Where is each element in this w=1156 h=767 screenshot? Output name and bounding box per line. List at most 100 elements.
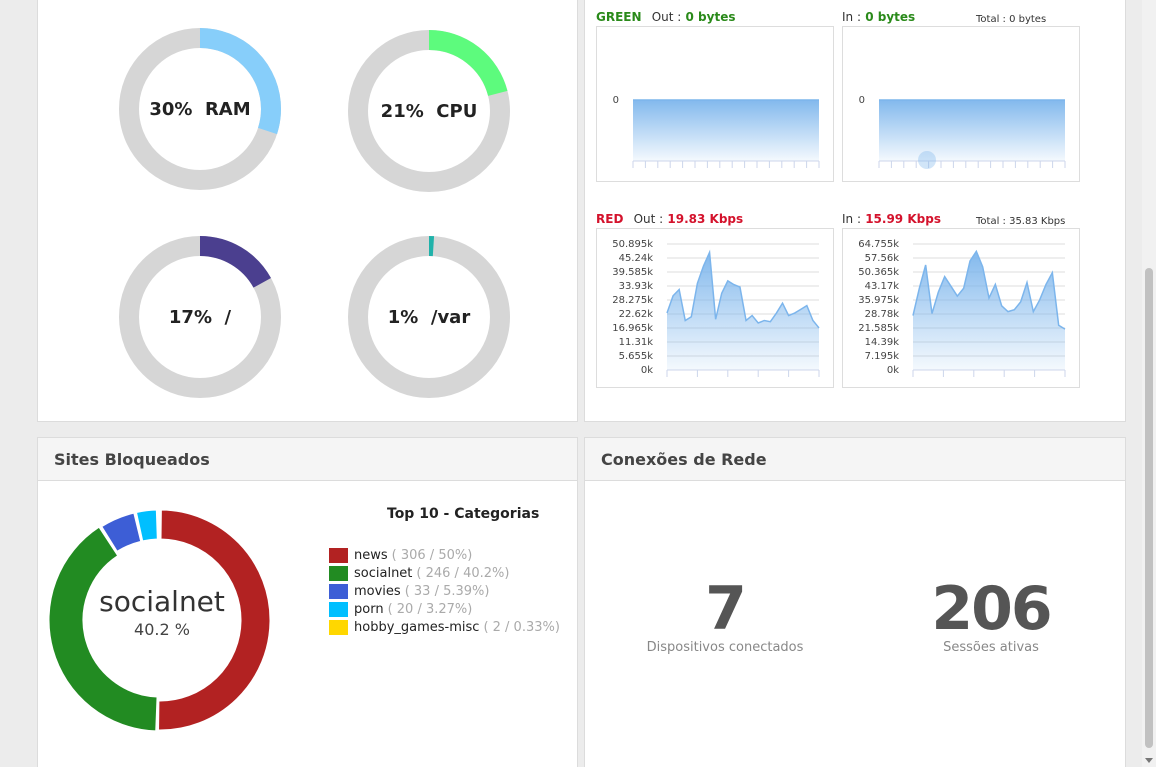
green-out-title: GREEN Out : 0 bytes [596,10,736,24]
scroll-down-arrow-icon[interactable] [1145,758,1153,763]
green-out-plot: 0 [613,95,820,168]
legend-label: porn [354,601,384,617]
blocked-categories-donut[interactable] [40,500,280,740]
donut-slice-news[interactable] [158,509,271,731]
red-in-value: 15.99 Kbps [865,212,941,226]
var-gauge-fill [348,236,510,398]
y-tick-label: 33.93k [619,281,654,292]
y-tick-label: 21.585k [858,323,899,334]
legend-item-socialnet[interactable]: socialnet( 246 / 40.2%) [329,564,560,582]
red-total: Total : 35.83 Kbps [976,216,1066,227]
donut-center-label: socialnet [99,585,225,618]
donut-slice-socialnet[interactable] [48,526,158,732]
donut-slice-movies[interactable] [101,512,142,552]
green-interface-name: GREEN [596,10,642,24]
y-tick-label: 16.965k [612,323,653,334]
red-out-label: Out : [633,212,664,226]
active-sessions-stat: 206 Sessões ativas [891,578,1091,655]
ram-gauge: 30% RAM [118,27,282,191]
ram-gauge-ring [119,28,281,190]
categories-legend: news( 306 / 50%) socialnet( 246 / 40.2%) m… [329,546,560,636]
series-line [912,249,1066,330]
series-area [879,100,1065,161]
y-tick-label: 39.585k [612,267,653,278]
legend-item-hobby_games-misc[interactable]: hobby_games-misc( 2 / 0.33%) [329,618,560,636]
legend-swatch [329,583,348,599]
red-in-title: In : 15.99 Kbps [842,212,941,226]
legend-item-porn[interactable]: porn( 20 / 3.27%) [329,600,560,618]
legend-detail: ( 306 / 50%) [391,547,473,563]
y-tick-label: 57.56k [865,253,900,264]
green-in-chart: 0 [842,26,1080,182]
y-tick-label: 0k [641,365,653,376]
system-usage-panel: 30% RAM 21% CPU 17% / 1% /var [37,0,578,422]
scrollbar-thumb[interactable] [1145,268,1153,748]
legend-item-news[interactable]: news( 306 / 50%) [329,546,560,564]
var-disk-gauge-label: 1% /var [387,306,471,328]
donut-slice-porn[interactable] [135,509,158,542]
cpu-gauge: 21% CPU [347,29,511,193]
donut-center-value: 40.2 % [134,620,190,639]
y-tick-label: 35.975k [858,295,899,306]
donut-slice-hobby_games-misc[interactable] [158,509,160,540]
cpu-gauge-ring [348,30,510,192]
green-total: Total : 0 bytes [976,14,1047,25]
y-tick-label: 28.275k [612,295,653,306]
red-out-plot: 50.895k 45.24k 39.585k 33.93k 28.275k 22.62k 1… [612,239,820,377]
y-tick-label: 43.17k [865,281,900,292]
y-tick-label: 45.24k [619,253,654,264]
root-disk-gauge-label: 17% / [168,306,232,328]
y-tick-label: 0 [859,95,865,106]
legend-swatch [329,601,348,617]
page-scrollbar[interactable] [1142,0,1156,767]
series-line [666,249,820,329]
root-gauge-fill [119,236,281,398]
legend-detail: ( 246 / 40.2%) [416,565,510,581]
blocked-sites-header: Sites Bloqueados [38,438,577,481]
green-out-label: Out : [651,10,682,24]
root-disk-gauge: 17% / [118,235,282,399]
y-tick-label: 7.195k [865,351,900,362]
legend-label: hobby_games-misc [354,619,480,635]
legend-item-movies[interactable]: movies( 33 / 5.39%) [329,582,560,600]
y-tick-label: 0 [613,95,619,106]
network-traffic-panel: GREEN Out : 0 bytes In : 0 bytes Total :… [584,0,1126,422]
y-tick-label: 22.62k [619,309,654,320]
y-tick-label: 50.365k [858,267,899,278]
var-disk-gauge-ring [348,236,510,398]
active-sessions-label: Sessões ativas [943,640,1039,655]
green-out-chart: 0 [596,26,834,182]
legend-label: news [354,547,388,563]
green-in-value: 0 bytes [865,10,916,24]
green-in-plot: 0 [859,95,1066,169]
red-in-label: In : [842,212,862,226]
red-out-title: RED Out : 19.83 Kbps [596,212,743,226]
red-interface-name: RED [596,212,624,226]
legend-detail: ( 20 / 3.27%) [387,601,473,617]
hover-marker [918,151,936,169]
var-disk-gauge: 1% /var [347,235,511,399]
red-in-plot: 64.755k 57.56k 50.365k 43.17k 35.975k 28.78k 2… [858,239,1066,377]
root-disk-gauge-ring [119,236,281,398]
y-tick-label: 11.31k [619,337,654,348]
green-in-title: In : 0 bytes [842,10,915,24]
connected-devices-count: 7 [705,574,747,644]
network-connections-panel: Conexões de Rede 7 Dispositivos conectad… [584,437,1126,767]
legend-swatch [329,619,348,635]
network-connections-header: Conexões de Rede [585,438,1125,481]
series-area [633,100,819,161]
series-area [667,252,819,370]
y-tick-label: 64.755k [858,239,899,250]
donut-center: socialnet 40.2 % [80,585,244,639]
red-out-chart: 50.895k 45.24k 39.585k 33.93k 28.275k 22.62k 1… [596,228,834,388]
legend-detail: ( 2 / 0.33%) [483,619,560,635]
legend-detail: ( 33 / 5.39%) [404,583,490,599]
red-out-value: 19.83 Kbps [667,212,744,226]
y-tick-label: 5.655k [619,351,654,362]
green-in-label: In : [842,10,862,24]
ram-gauge-fill [119,28,281,190]
legend-title: Top 10 - Categorias [387,506,540,522]
active-sessions-count: 206 [931,574,1052,644]
legend-swatch [329,565,348,581]
legend-label: movies [354,583,401,599]
